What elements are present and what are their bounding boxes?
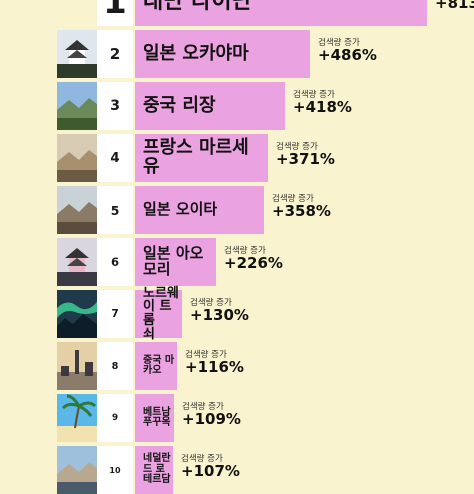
increase-label: 검색량 증가 +371%: [276, 134, 386, 182]
destination-name: 일본 오카야마: [143, 30, 308, 78]
increase-caption: 검색량 증가: [224, 246, 266, 256]
rank-number: 6: [97, 238, 133, 286]
value-bar: [135, 290, 182, 338]
rank-number: 2: [97, 30, 133, 78]
ranking-row: 9 베트남 푸꾸옥 검색량 증가 +109%: [57, 394, 474, 442]
increase-value: +813%: [435, 0, 474, 12]
destination-name: 노르웨이 트롬 쇠: [143, 285, 180, 340]
rank-number: 9: [97, 394, 133, 442]
destination-name-line: 쇠: [143, 326, 155, 342]
ranking-row: 8 중국 마카오 검색량 증가 +116%: [57, 342, 474, 390]
increase-caption: 검색량 증가: [272, 194, 314, 204]
value-bar: [135, 238, 216, 286]
destination-name-line: 프랑스 마르세: [143, 137, 249, 159]
ranking-row: 10 네덜란드 로테르담 검색량 증가 +107%: [57, 446, 474, 494]
hot-spring-photo: [57, 186, 97, 234]
increase-value: +358%: [272, 202, 331, 220]
value-bar: [135, 30, 310, 78]
ranking-row: 5 일본 오이타 검색량 증가 +358%: [57, 186, 474, 234]
destination-name-line: 베트남 푸꾸옥: [143, 406, 171, 428]
ranking-row: 6 일본 아오모리 검색량 증가 +226%: [57, 238, 474, 286]
aurora-photo: [57, 290, 97, 338]
rank-number: 3: [97, 82, 133, 130]
ranking-row: 7 노르웨이 트롬 쇠 검색량 증가 +130%: [57, 285, 474, 341]
destination-name-line: 일본 오카야마: [143, 42, 249, 64]
value-bar: [135, 134, 268, 182]
value-bar: [135, 82, 285, 130]
destination-name-line: 일본 오이타: [143, 200, 218, 219]
tower-city-photo: [57, 342, 97, 390]
increase-caption: 검색량 증가: [293, 90, 335, 100]
increase-value: +130%: [190, 306, 249, 324]
destination-name: 일본 오이타: [143, 186, 262, 234]
increase-value: +486%: [318, 46, 377, 64]
ranking-row: 3 중국 리장 검색량 증가 +418%: [57, 82, 474, 130]
value-bar: [135, 0, 427, 26]
increase-caption: 검색량 증가: [276, 142, 318, 152]
ranking-row: 1 대만 타이난 검색량 증가+813%: [57, 0, 474, 26]
increase-caption: 검색량 증가: [182, 402, 224, 412]
increase-caption: 검색량 증가: [185, 350, 227, 360]
destination-name-line: 중국 리장: [143, 94, 216, 116]
increase-label: 검색량 증가 +109%: [182, 394, 292, 442]
destination-name: 프랑스 마르세 유: [143, 134, 266, 182]
destination-name: 베트남 푸꾸옥: [143, 394, 172, 442]
destination-name: 네덜란드 로테르담: [143, 446, 171, 494]
destination-name-line: 유: [143, 156, 160, 177]
increase-value: +418%: [293, 98, 352, 116]
palm-beach-photo: [57, 394, 97, 442]
destination-name-line: 대만 타이난: [143, 0, 252, 15]
increase-label: 검색량 증가+813%: [435, 0, 474, 26]
increase-value: +371%: [276, 150, 335, 168]
increase-label: 검색량 증가 +226%: [224, 238, 334, 286]
destination-name: 중국 마카오: [143, 342, 175, 390]
destination-name: 일본 아오모리: [143, 238, 214, 286]
increase-label: 검색량 증가 +116%: [185, 342, 295, 390]
rank-number: 1: [97, 0, 133, 26]
rank-number: 5: [97, 186, 133, 234]
ranking-row: 2 일본 오카야마 검색량 증가 +486%: [57, 30, 474, 78]
increase-value: +107%: [181, 462, 240, 480]
value-bar: [135, 342, 177, 390]
mountain-town-photo: [57, 82, 97, 130]
ranking-row: 4 프랑스 마르세 유 검색량 증가 +371%: [57, 134, 474, 182]
castle-photo: [57, 30, 97, 78]
rank-number: 7: [97, 290, 133, 338]
increase-value: +116%: [185, 358, 244, 376]
increase-value: +226%: [224, 254, 283, 272]
destination-name: 대만 타이난: [143, 0, 425, 26]
increase-caption: 검색량 증가: [318, 38, 360, 48]
value-bar: [135, 394, 174, 442]
increase-label: 검색량 증가 +130%: [190, 290, 300, 338]
city-rooftops-photo: [57, 134, 97, 182]
rank-number: 4: [97, 134, 133, 182]
increase-value: +109%: [182, 410, 241, 428]
destination-name-line: 중국 마카오: [143, 354, 175, 376]
increase-label: 검색량 증가 +486%: [318, 30, 428, 78]
rank-number: 8: [97, 342, 133, 390]
increase-label: 검색량 증가 +107%: [181, 446, 291, 494]
destination-name-line: 노르웨이 트롬: [143, 285, 179, 328]
destination-name: 중국 리장: [143, 82, 283, 130]
value-bar: [135, 186, 264, 234]
increase-caption: 검색량 증가: [181, 454, 223, 464]
increase-label: 검색량 증가 +358%: [272, 186, 382, 234]
destination-name-line: 네덜란드 로테르담: [143, 453, 171, 486]
increase-caption: 검색량 증가: [190, 298, 232, 308]
rank-number: 10: [97, 446, 133, 494]
canal-city-photo: [57, 446, 97, 494]
destination-name-line: 일본 아오모리: [143, 244, 204, 278]
castle-blossom-photo: [57, 238, 97, 286]
increase-label: 검색량 증가 +418%: [293, 82, 403, 130]
